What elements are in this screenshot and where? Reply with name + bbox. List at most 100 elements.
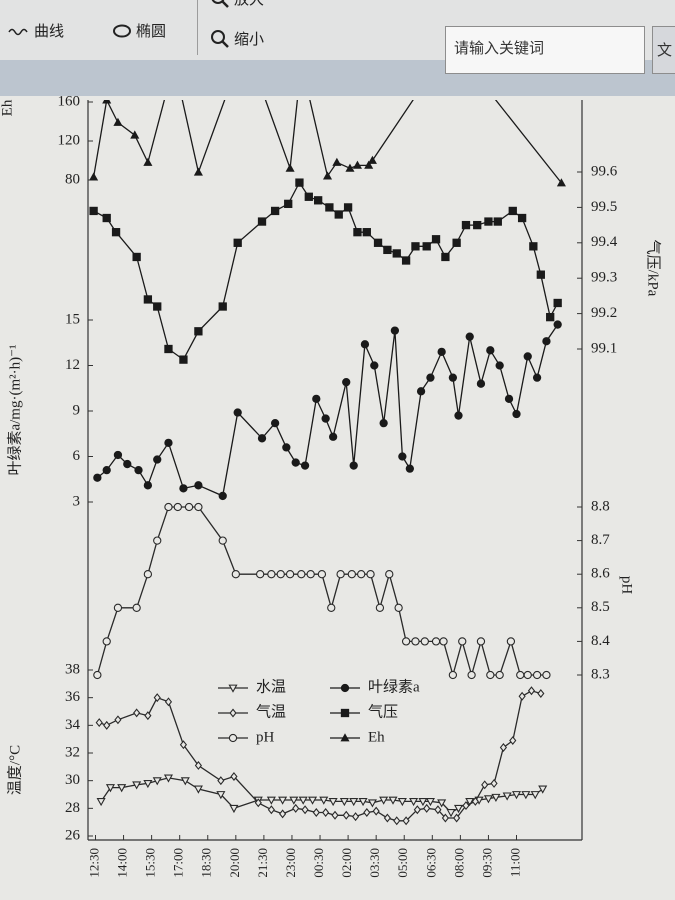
y-tick-label: 120 — [58, 132, 81, 148]
axes: 80 120 160 Eh 99.1 99.2 99.3 99.4 99.5 99.6 气压/kPa… — [0, 93, 662, 877]
zoom-out-tool[interactable]: 缩小 — [210, 28, 264, 49]
x-tick-label: 11:00 — [507, 848, 522, 877]
marker — [465, 332, 474, 341]
marker — [476, 379, 486, 388]
marker — [357, 570, 366, 579]
y-tick-label: 38 — [65, 661, 80, 677]
y-tick-label: 99.3 — [591, 270, 617, 286]
marker — [532, 373, 542, 382]
series-line — [98, 690, 541, 822]
marker — [484, 217, 493, 226]
marker — [530, 791, 540, 800]
marker — [349, 461, 358, 470]
marker — [117, 784, 127, 793]
marker — [266, 796, 276, 805]
marker — [89, 172, 99, 181]
search-box[interactable]: 请输入关键词 — [445, 26, 645, 74]
x-tick-label: 21:30 — [255, 848, 270, 878]
tool-label: 椭圆 — [136, 22, 167, 40]
marker — [358, 797, 368, 807]
curve-tool[interactable]: 曲线 — [8, 20, 64, 41]
zoom-icon — [211, 0, 229, 8]
marker — [229, 708, 237, 718]
x-tick-label: 23:00 — [283, 848, 298, 878]
marker — [370, 361, 379, 370]
marker — [538, 785, 548, 794]
marker — [340, 683, 350, 693]
marker — [336, 570, 345, 579]
marker — [495, 361, 504, 370]
marker — [304, 192, 313, 201]
x-tick-label: 12:30 — [86, 848, 101, 878]
marker — [322, 171, 333, 180]
marker — [512, 409, 521, 419]
marker — [130, 130, 140, 139]
marker — [366, 570, 375, 579]
marker — [295, 178, 304, 187]
marker — [390, 326, 400, 335]
legend-label: 气温 — [256, 703, 286, 720]
marker — [476, 637, 486, 646]
marker — [153, 302, 162, 311]
marker — [173, 502, 182, 512]
marker — [218, 491, 227, 501]
marker — [467, 670, 476, 680]
marker — [537, 689, 545, 698]
marker — [556, 178, 566, 187]
marker — [96, 797, 106, 807]
marker — [132, 781, 142, 790]
marker — [345, 163, 355, 172]
tool-label: 曲线 — [34, 22, 65, 40]
marker — [363, 808, 371, 817]
marker — [499, 742, 507, 752]
marker — [509, 736, 517, 746]
marker — [352, 160, 362, 169]
marker — [441, 252, 450, 262]
y-tick-label: 36 — [65, 689, 81, 705]
marker — [132, 252, 141, 262]
marker — [308, 796, 318, 805]
marker — [340, 708, 350, 718]
marker — [441, 813, 449, 823]
marker — [133, 708, 141, 718]
marker — [342, 378, 351, 387]
search-button[interactable]: 文 — [652, 26, 675, 74]
marker — [270, 418, 280, 428]
marker — [257, 217, 267, 226]
marker — [328, 432, 338, 441]
marker — [163, 774, 173, 783]
marker — [270, 206, 280, 216]
marker — [379, 796, 389, 805]
marker — [473, 220, 482, 230]
curve-icon — [8, 28, 28, 35]
marker — [486, 346, 495, 355]
marker — [453, 813, 461, 823]
marker — [93, 473, 102, 482]
x-tick-label: 00:30 — [311, 848, 326, 878]
marker — [383, 245, 392, 255]
y-tick-label: 3 — [73, 493, 81, 509]
marker — [170, 59, 177, 65]
y-tick-label: 99.5 — [591, 199, 617, 215]
marker — [194, 327, 203, 336]
marker — [298, 59, 305, 65]
marker — [553, 320, 562, 329]
marker — [230, 772, 238, 781]
marker — [297, 570, 306, 579]
marker — [461, 220, 471, 230]
marker — [113, 603, 123, 612]
marker — [553, 298, 562, 308]
marker — [413, 805, 421, 815]
marker — [152, 777, 162, 786]
marker — [397, 797, 407, 807]
ellipse-tool[interactable]: 椭圆 — [112, 20, 166, 41]
y-tick-label: 8.8 — [591, 498, 610, 514]
marker — [388, 796, 398, 805]
y-tick-label: 9 — [73, 402, 81, 418]
zoom-in-tool[interactable]: 放大 — [210, 0, 264, 9]
marker — [322, 808, 330, 817]
marker — [434, 805, 442, 815]
marker — [401, 637, 411, 646]
